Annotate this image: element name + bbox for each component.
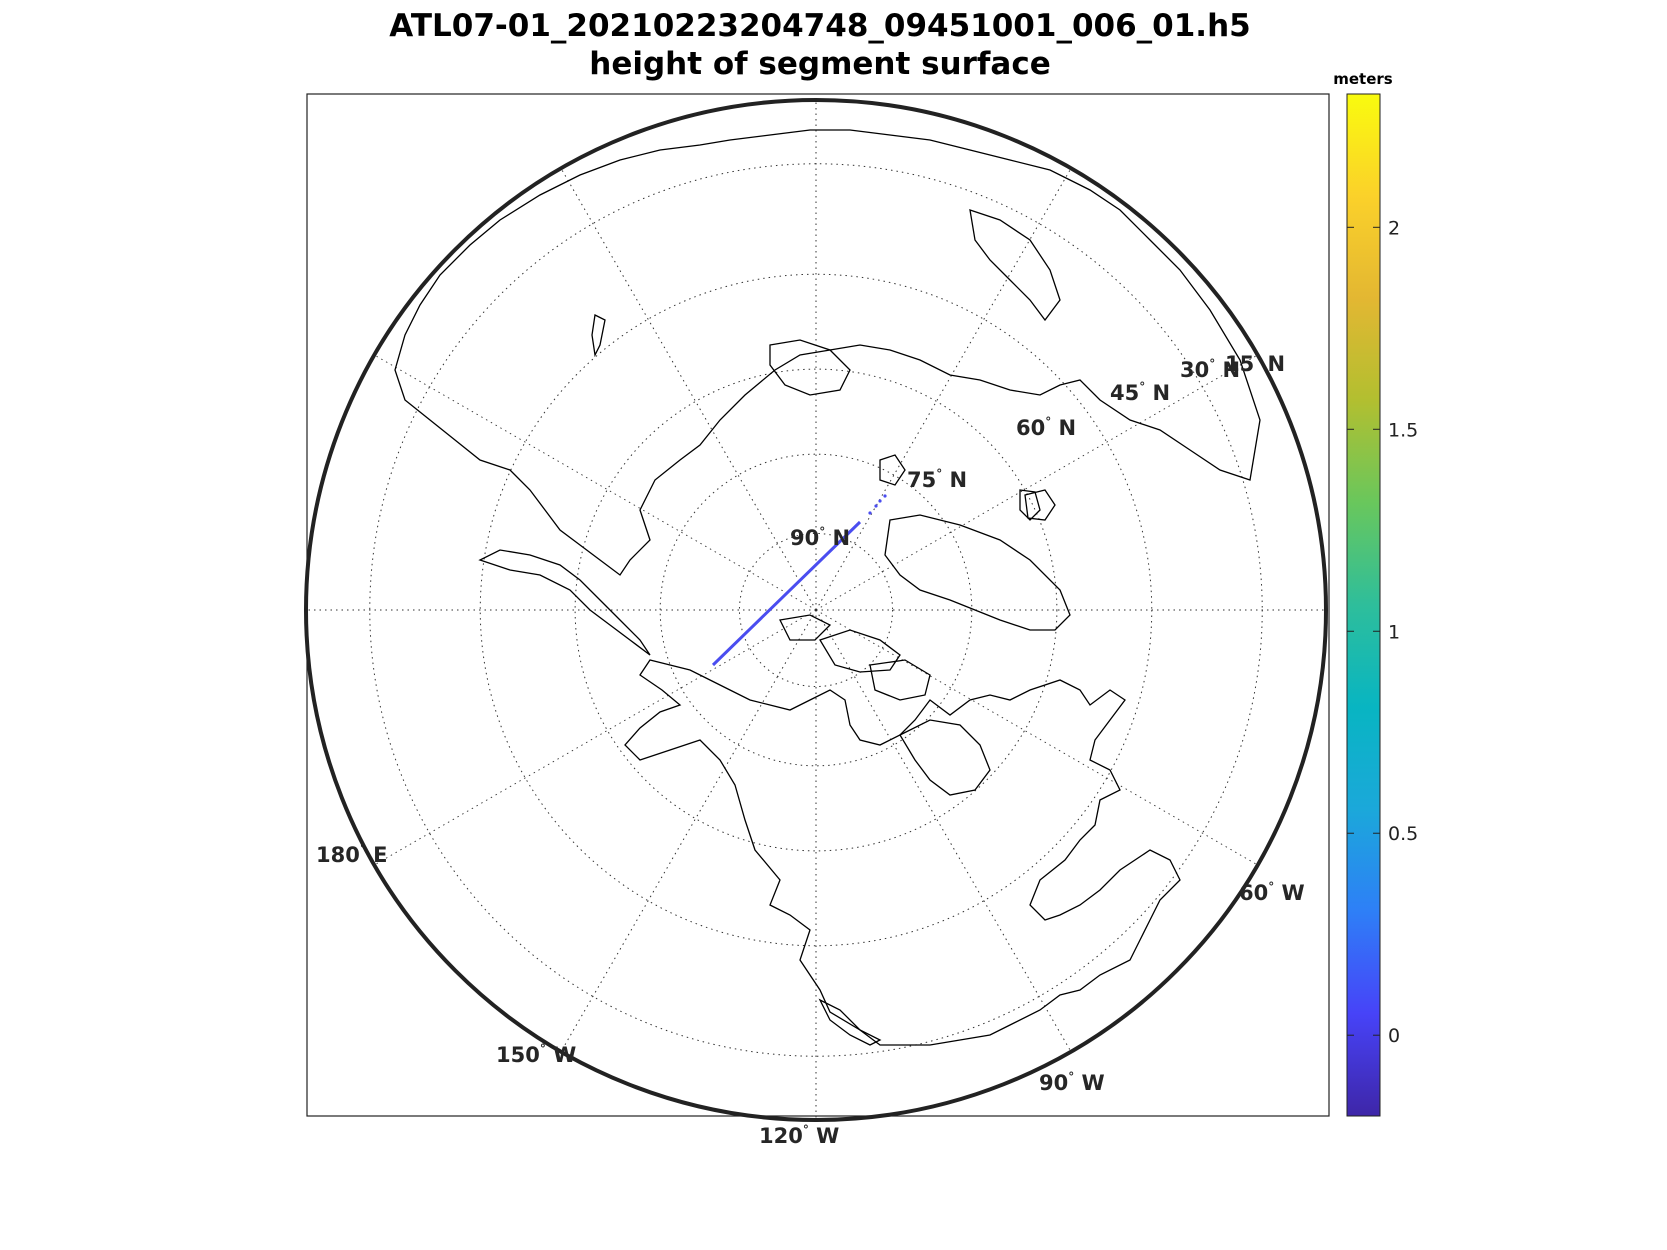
parallel-line <box>574 368 1058 852</box>
parallel-line <box>738 532 894 688</box>
parallel-label-75: 75° N <box>907 467 967 492</box>
coastline-alaska <box>478 549 651 656</box>
meridian-label-60w: 60° W <box>1239 880 1305 905</box>
coastline-north-america <box>624 659 1181 1046</box>
graticule-labels: 90° N 75° N 60° N 45° N 30° N15° N 180° E 150°… <box>316 351 1305 1148</box>
coastline-novaya-zemlya <box>769 339 851 396</box>
map-title: ATL07-01_20210223204748_09451001_006_01.… <box>389 8 1251 44</box>
meridian-label-90w: 90° W <box>1039 1070 1105 1095</box>
coastline-central-america <box>818 998 882 1046</box>
parallel-line <box>659 453 973 767</box>
coastline-iceland <box>1024 489 1056 521</box>
parallel-label-15: 15° N <box>1225 351 1285 376</box>
colorbar-tick-label: 0 <box>1388 1025 1400 1047</box>
parallel-label-45: 45° N <box>1110 380 1170 405</box>
track-point <box>883 494 887 498</box>
colorbar-tick-label: 0.5 <box>1388 823 1418 845</box>
colorbar-ticks: 0 0.5 1 1.5 2 <box>1347 217 1418 1047</box>
map-boundary <box>304 98 1328 1122</box>
meridian-label-180e: 180° E <box>316 842 388 867</box>
coastline-canadian-archipelago <box>779 614 931 701</box>
map-subtitle: height of segment surface <box>589 46 1051 82</box>
parallel-label-30: 30° N <box>1180 357 1240 382</box>
parallel-label-60: 60° N <box>1016 415 1076 440</box>
parallel-label-90: 90° N <box>790 525 850 550</box>
track-line <box>711 520 862 667</box>
track-point <box>874 504 878 508</box>
meridian-label-120w: 120° W <box>759 1123 839 1148</box>
coastline-eurasia <box>394 129 1261 576</box>
colorbar-tick-label: 1 <box>1388 621 1400 643</box>
coastlines <box>394 129 1261 1046</box>
meridian-label-150w: 150° W <box>496 1042 576 1067</box>
satellite-track <box>711 494 887 667</box>
colorbar-tick-label: 1.5 <box>1388 419 1418 441</box>
coastline-greenland <box>884 514 1071 631</box>
colorbar-unit-label: meters <box>1333 70 1393 88</box>
track-point <box>878 499 882 503</box>
colorbar <box>1346 93 1381 1117</box>
coastline-svalbard <box>879 454 1041 521</box>
coastline-japan <box>591 314 606 358</box>
colorbar-tick-label: 2 <box>1388 217 1400 239</box>
coastline-hudson-bay <box>899 719 991 796</box>
coastline-scandinavia <box>969 209 1061 322</box>
track-point <box>868 511 872 515</box>
map-axes-frame <box>306 93 1330 1117</box>
